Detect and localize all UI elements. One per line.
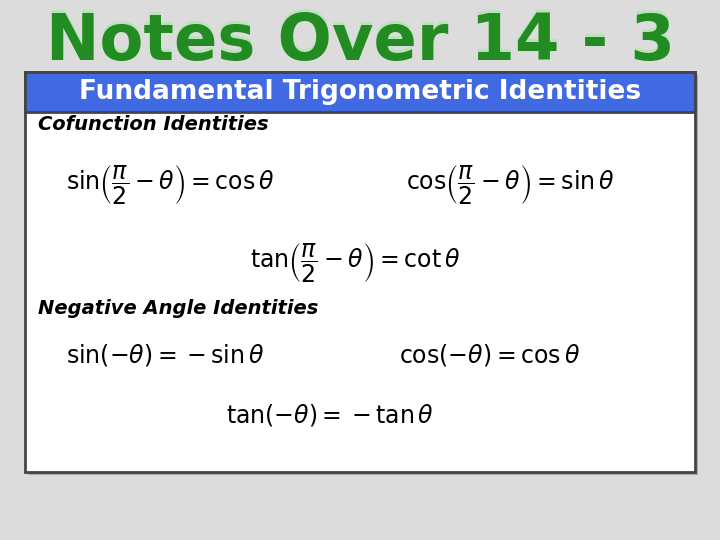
Text: $\sin\!\left(\dfrac{\pi}{2}-\theta\right)=\cos\theta$: $\sin\!\left(\dfrac{\pi}{2}-\theta\right… [66, 163, 274, 207]
Text: Cofunction Identities: Cofunction Identities [38, 116, 269, 134]
Text: $\cos\!\left(\dfrac{\pi}{2}-\theta\right)=\sin\theta$: $\cos\!\left(\dfrac{\pi}{2}-\theta\right… [406, 163, 614, 207]
Text: $\sin\!\left(-\theta\right)=-\sin\theta$: $\sin\!\left(-\theta\right)=-\sin\theta$ [66, 342, 264, 368]
FancyBboxPatch shape [25, 72, 695, 472]
FancyBboxPatch shape [25, 72, 695, 112]
Text: $\tan\!\left(\dfrac{\pi}{2}-\theta\right)=\cot\theta$: $\tan\!\left(\dfrac{\pi}{2}-\theta\right… [250, 241, 460, 285]
FancyBboxPatch shape [28, 75, 698, 475]
Text: Notes Over 14 - 3: Notes Over 14 - 3 [45, 11, 675, 73]
Text: Negative Angle Identities: Negative Angle Identities [38, 299, 318, 318]
Text: Notes Over 14 - 3: Notes Over 14 - 3 [45, 8, 675, 70]
Text: Fundamental Trigonometric Identities: Fundamental Trigonometric Identities [79, 79, 641, 105]
Text: $\cos\!\left(-\theta\right)=\cos\theta$: $\cos\!\left(-\theta\right)=\cos\theta$ [400, 342, 580, 368]
Text: $\tan\!\left(-\theta\right)=-\tan\theta$: $\tan\!\left(-\theta\right)=-\tan\theta$ [226, 402, 434, 428]
